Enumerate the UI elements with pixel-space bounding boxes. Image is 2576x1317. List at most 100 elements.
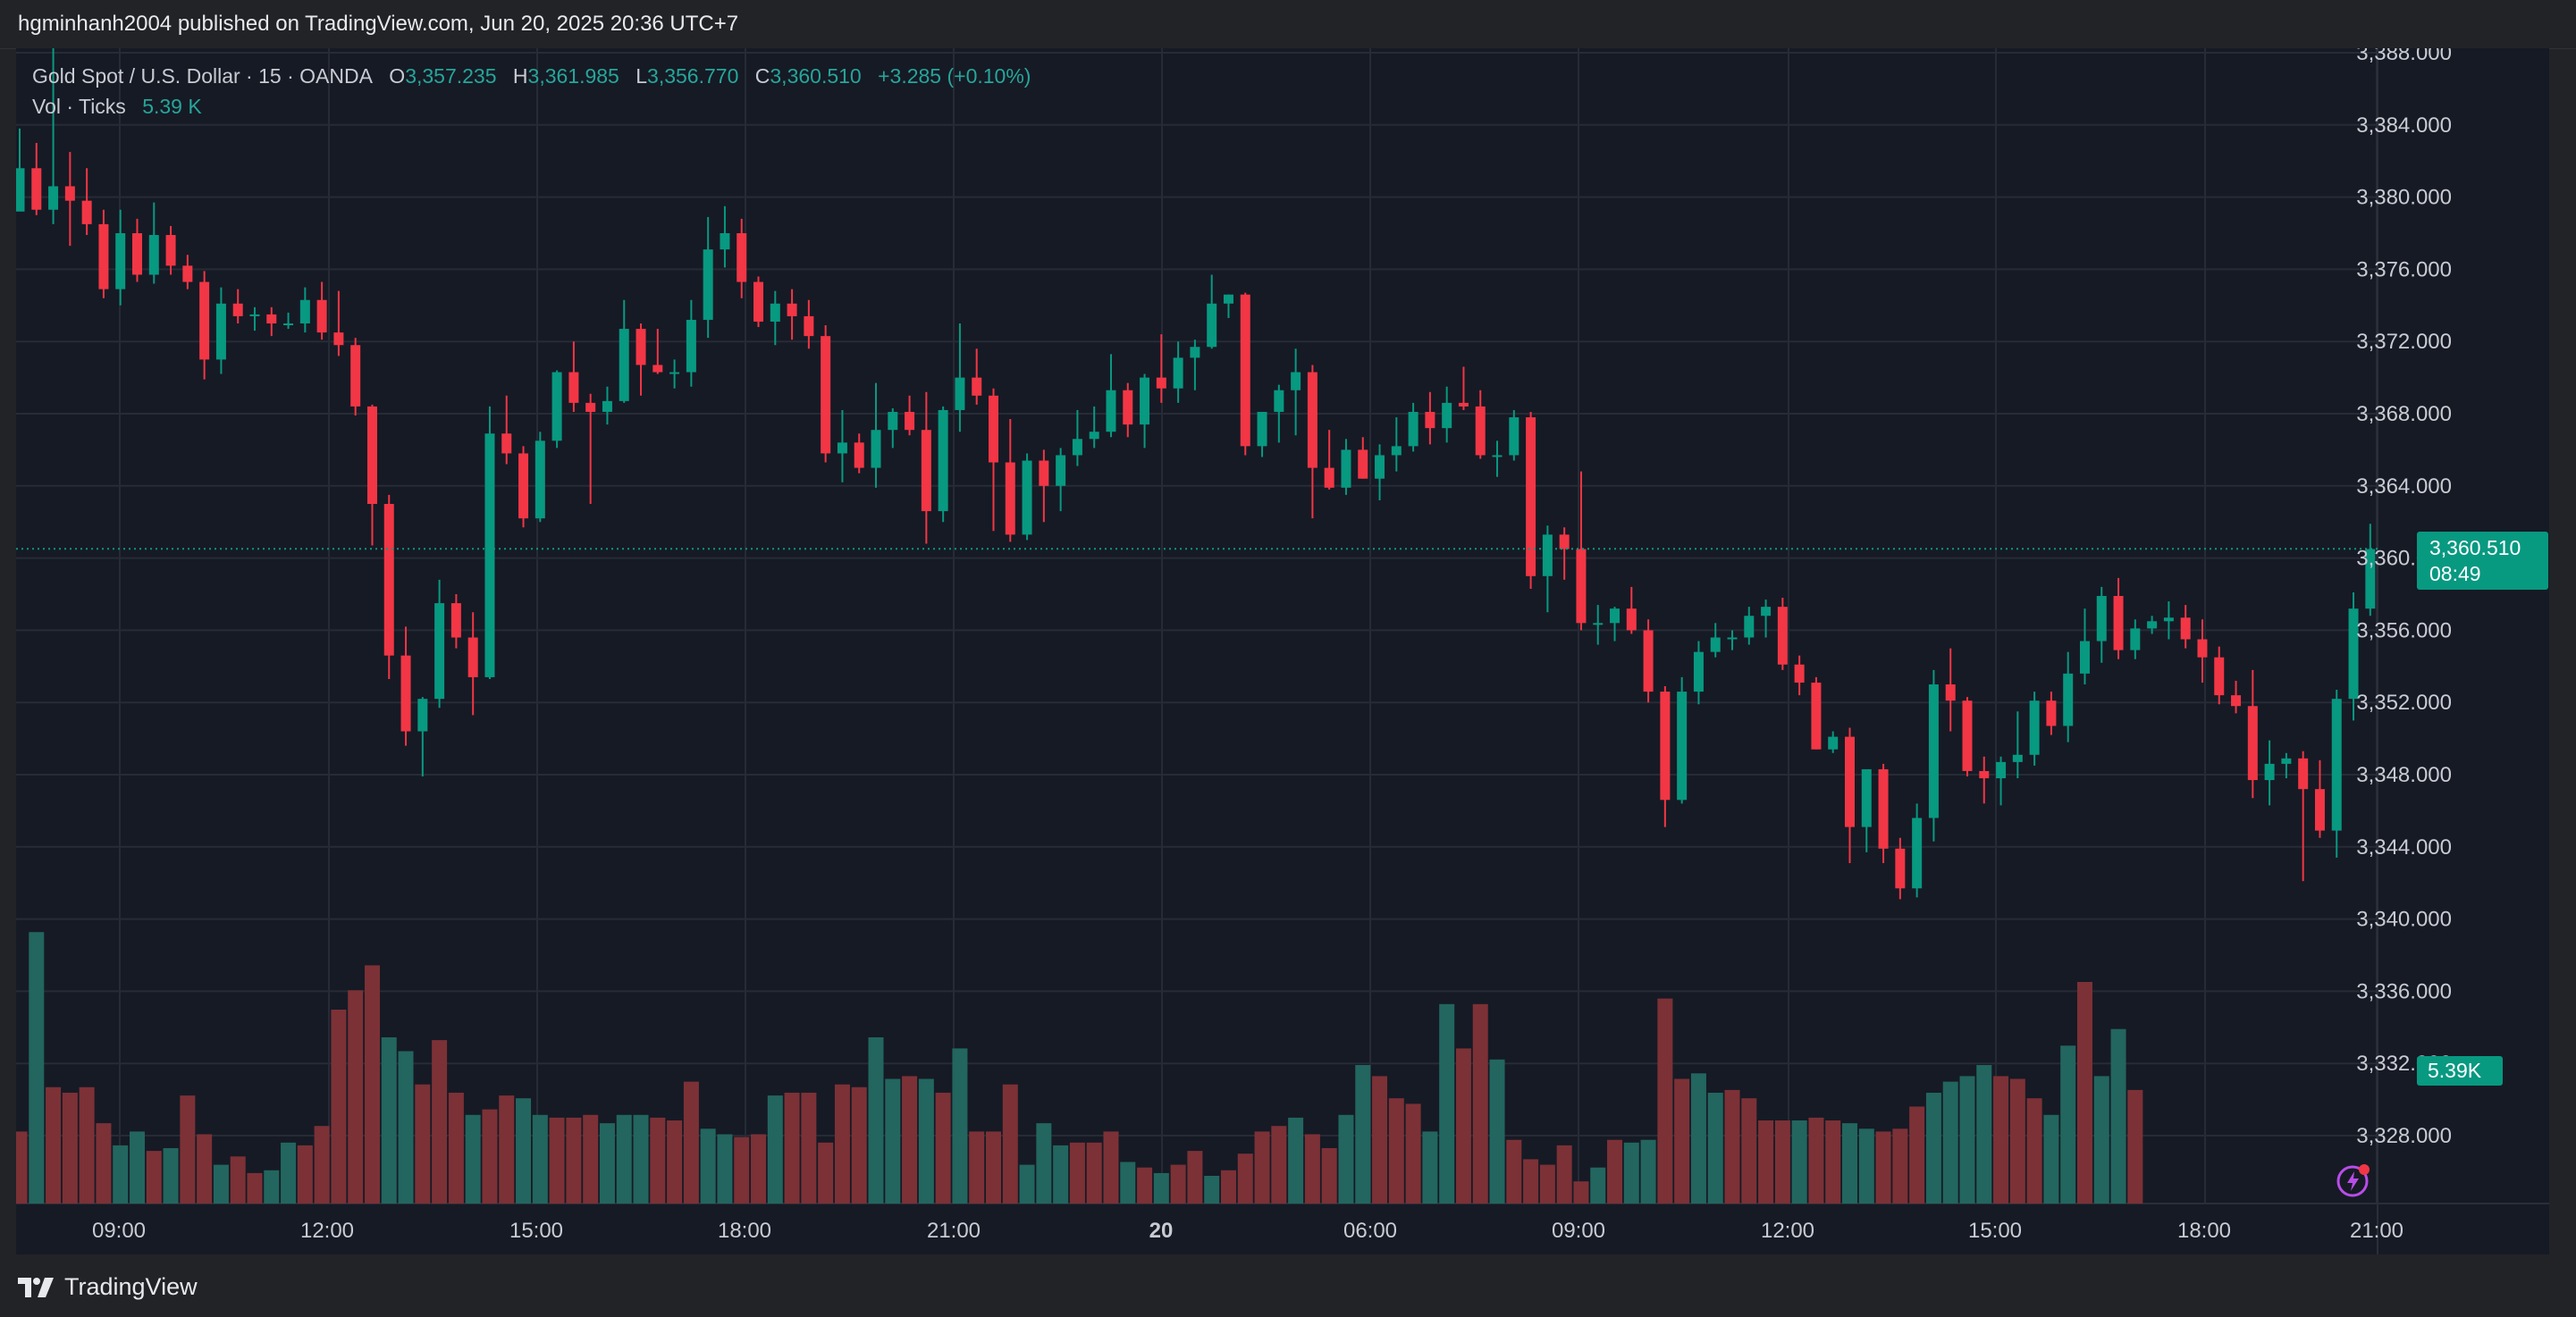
- candle-body[interactable]: [871, 430, 881, 468]
- candle-body[interactable]: [1509, 417, 1520, 456]
- candle-body[interactable]: [2264, 763, 2275, 781]
- price-chart[interactable]: 3,388.000 3,384.000 3,380.000 3,376.000 3,37…: [16, 48, 2549, 1254]
- candle-body[interactable]: [1928, 684, 1939, 818]
- candle-body[interactable]: [1844, 736, 1855, 827]
- candle-body[interactable]: [636, 329, 646, 365]
- candle-body[interactable]: [1962, 700, 1973, 771]
- candle-body[interactable]: [266, 314, 277, 323]
- candle-body[interactable]: [1811, 682, 1822, 750]
- candle-body[interactable]: [2012, 754, 2023, 762]
- candle-body[interactable]: [804, 315, 814, 337]
- candle-body[interactable]: [1542, 534, 1553, 576]
- candle-body[interactable]: [1526, 417, 1536, 576]
- candle-body[interactable]: [2163, 617, 2174, 622]
- candle-body[interactable]: [1274, 390, 1284, 412]
- candle-body[interactable]: [921, 430, 931, 512]
- candle-body[interactable]: [1005, 462, 1015, 535]
- candle-body[interactable]: [972, 377, 982, 396]
- candle-body[interactable]: [115, 233, 126, 289]
- candle-body[interactable]: [2331, 699, 2342, 831]
- candle-body[interactable]: [1895, 848, 1906, 889]
- candle-body[interactable]: [1039, 460, 1049, 486]
- candle-body[interactable]: [1744, 616, 1755, 638]
- candle-body[interactable]: [81, 200, 92, 224]
- candle-body[interactable]: [350, 345, 361, 407]
- candle-body[interactable]: [1341, 449, 1351, 488]
- candle-body[interactable]: [1223, 294, 1233, 304]
- candle-body[interactable]: [2231, 695, 2242, 707]
- candle-body[interactable]: [434, 603, 445, 700]
- candle-body[interactable]: [1626, 608, 1637, 631]
- candle-body[interactable]: [2180, 617, 2191, 640]
- candle-body[interactable]: [366, 406, 377, 504]
- candle-body[interactable]: [905, 411, 915, 431]
- legend-symbol[interactable]: Gold Spot / U.S. Dollar · 15 · OANDA: [32, 64, 373, 88]
- candle-body[interactable]: [2029, 700, 2040, 755]
- candle-body[interactable]: [2298, 758, 2309, 790]
- candle-body[interactable]: [2348, 608, 2359, 700]
- candle-body[interactable]: [64, 186, 75, 201]
- candle-body[interactable]: [299, 299, 310, 323]
- candle-body[interactable]: [938, 409, 948, 512]
- candle-body[interactable]: [16, 168, 25, 212]
- candle-body[interactable]: [1391, 446, 1402, 456]
- candle-body[interactable]: [720, 233, 730, 250]
- candle-body[interactable]: [1677, 692, 1688, 801]
- candle-body[interactable]: [1878, 768, 1889, 849]
- candle-body[interactable]: [2197, 639, 2208, 658]
- candle-body[interactable]: [2281, 758, 2292, 764]
- candle-body[interactable]: [467, 637, 478, 677]
- candle-body[interactable]: [31, 168, 42, 210]
- candle-body[interactable]: [484, 433, 495, 677]
- candle-body[interactable]: [131, 233, 142, 275]
- candle-body[interactable]: [585, 402, 596, 412]
- candle-body[interactable]: [619, 329, 629, 401]
- candle-body[interactable]: [249, 314, 260, 316]
- candle-body[interactable]: [1861, 768, 1872, 827]
- candle-body[interactable]: [232, 303, 243, 316]
- candle-body[interactable]: [1828, 736, 1839, 750]
- candle-body[interactable]: [2079, 641, 2090, 674]
- candle-body[interactable]: [1072, 439, 1082, 456]
- candle-body[interactable]: [1324, 467, 1334, 488]
- candle-body[interactable]: [2314, 789, 2325, 831]
- candle-body[interactable]: [98, 223, 109, 289]
- candle-body[interactable]: [703, 249, 713, 320]
- candle-body[interactable]: [1123, 390, 1133, 425]
- candle-body[interactable]: [1761, 607, 1772, 617]
- candle-body[interactable]: [2247, 706, 2258, 781]
- candle-body[interactable]: [417, 699, 428, 732]
- candle-body[interactable]: [1358, 449, 1368, 479]
- candle-body[interactable]: [821, 336, 831, 454]
- candle-body[interactable]: [165, 235, 176, 266]
- candle-body[interactable]: [535, 440, 545, 519]
- candle-body[interactable]: [2130, 628, 2141, 650]
- candle-body[interactable]: [1257, 411, 1267, 447]
- candle-body[interactable]: [48, 186, 59, 210]
- candle-body[interactable]: [1492, 455, 1503, 457]
- candle-body[interactable]: [770, 303, 780, 322]
- candle-body[interactable]: [1156, 377, 1166, 389]
- candle-body[interactable]: [1022, 460, 1032, 535]
- candle-body[interactable]: [1559, 534, 1570, 549]
- candle-body[interactable]: [1408, 411, 1418, 447]
- candle-body[interactable]: [2365, 549, 2376, 609]
- candle-body[interactable]: [2214, 657, 2225, 696]
- candle-body[interactable]: [1240, 294, 1250, 447]
- candle-body[interactable]: [737, 233, 747, 282]
- candle-body[interactable]: [316, 299, 327, 333]
- candle-body[interactable]: [1576, 549, 1587, 624]
- candle-body[interactable]: [669, 372, 680, 374]
- candle-body[interactable]: [1593, 623, 1604, 625]
- candle-body[interactable]: [1912, 818, 1923, 889]
- candle-body[interactable]: [888, 411, 898, 431]
- candle-body[interactable]: [1458, 402, 1469, 407]
- candle-body[interactable]: [1089, 432, 1099, 440]
- candle-body[interactable]: [215, 303, 226, 360]
- candle-body[interactable]: [1945, 684, 1956, 701]
- candle-body[interactable]: [1660, 692, 1671, 801]
- candle-body[interactable]: [1106, 390, 1116, 432]
- candle-body[interactable]: [1056, 455, 1066, 486]
- candle-body[interactable]: [1190, 347, 1200, 358]
- candle-body[interactable]: [1375, 455, 1385, 479]
